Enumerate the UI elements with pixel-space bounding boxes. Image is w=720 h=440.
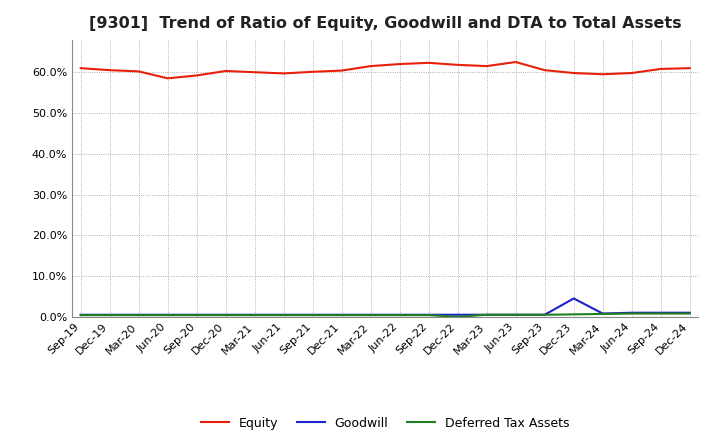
Goodwill xyxy=(627,310,636,315)
Goodwill xyxy=(221,312,230,317)
Equity xyxy=(76,66,85,71)
Deferred Tax Assets xyxy=(279,312,288,318)
Deferred Tax Assets xyxy=(338,312,346,318)
Deferred Tax Assets xyxy=(221,312,230,318)
Deferred Tax Assets xyxy=(424,312,433,318)
Goodwill xyxy=(395,312,404,317)
Goodwill xyxy=(685,310,694,315)
Equity xyxy=(657,66,665,72)
Equity xyxy=(627,70,636,76)
Line: Goodwill: Goodwill xyxy=(81,298,690,315)
Equity xyxy=(279,71,288,76)
Equity xyxy=(570,70,578,76)
Deferred Tax Assets xyxy=(163,312,172,318)
Equity xyxy=(308,69,317,74)
Equity xyxy=(685,66,694,71)
Equity xyxy=(541,67,549,73)
Equity xyxy=(135,69,143,74)
Equity xyxy=(482,63,491,69)
Goodwill xyxy=(308,312,317,317)
Equity xyxy=(338,68,346,73)
Goodwill xyxy=(163,312,172,317)
Goodwill xyxy=(135,312,143,317)
Deferred Tax Assets xyxy=(251,312,259,318)
Goodwill xyxy=(511,312,520,317)
Goodwill xyxy=(541,312,549,317)
Deferred Tax Assets xyxy=(511,312,520,317)
Equity xyxy=(395,62,404,67)
Deferred Tax Assets xyxy=(598,312,607,317)
Deferred Tax Assets xyxy=(395,312,404,318)
Deferred Tax Assets xyxy=(366,312,375,318)
Goodwill xyxy=(279,312,288,317)
Deferred Tax Assets xyxy=(657,311,665,316)
Deferred Tax Assets xyxy=(135,312,143,318)
Equity xyxy=(192,73,201,78)
Goodwill xyxy=(454,312,462,317)
Equity xyxy=(366,63,375,69)
Equity xyxy=(424,60,433,66)
Goodwill xyxy=(657,310,665,315)
Deferred Tax Assets xyxy=(627,311,636,316)
Equity xyxy=(251,70,259,75)
Goodwill xyxy=(105,312,114,317)
Deferred Tax Assets xyxy=(76,312,85,318)
Deferred Tax Assets xyxy=(482,312,491,317)
Deferred Tax Assets xyxy=(308,312,317,318)
Equity xyxy=(163,76,172,81)
Title: [9301]  Trend of Ratio of Equity, Goodwill and DTA to Total Assets: [9301] Trend of Ratio of Equity, Goodwil… xyxy=(89,16,682,32)
Deferred Tax Assets xyxy=(454,314,462,319)
Equity xyxy=(221,68,230,73)
Equity xyxy=(454,62,462,67)
Goodwill xyxy=(482,312,491,317)
Goodwill xyxy=(598,311,607,316)
Goodwill xyxy=(570,296,578,301)
Goodwill xyxy=(366,312,375,317)
Equity xyxy=(598,72,607,77)
Goodwill xyxy=(76,312,85,317)
Deferred Tax Assets xyxy=(685,311,694,316)
Goodwill xyxy=(251,312,259,317)
Legend: Equity, Goodwill, Deferred Tax Assets: Equity, Goodwill, Deferred Tax Assets xyxy=(197,412,574,435)
Equity xyxy=(105,67,114,73)
Line: Equity: Equity xyxy=(81,62,690,78)
Deferred Tax Assets xyxy=(570,312,578,317)
Goodwill xyxy=(338,312,346,317)
Deferred Tax Assets xyxy=(105,312,114,318)
Deferred Tax Assets xyxy=(541,312,549,317)
Goodwill xyxy=(424,312,433,317)
Line: Deferred Tax Assets: Deferred Tax Assets xyxy=(81,314,690,317)
Equity xyxy=(511,59,520,65)
Goodwill xyxy=(192,312,201,317)
Deferred Tax Assets xyxy=(192,312,201,318)
